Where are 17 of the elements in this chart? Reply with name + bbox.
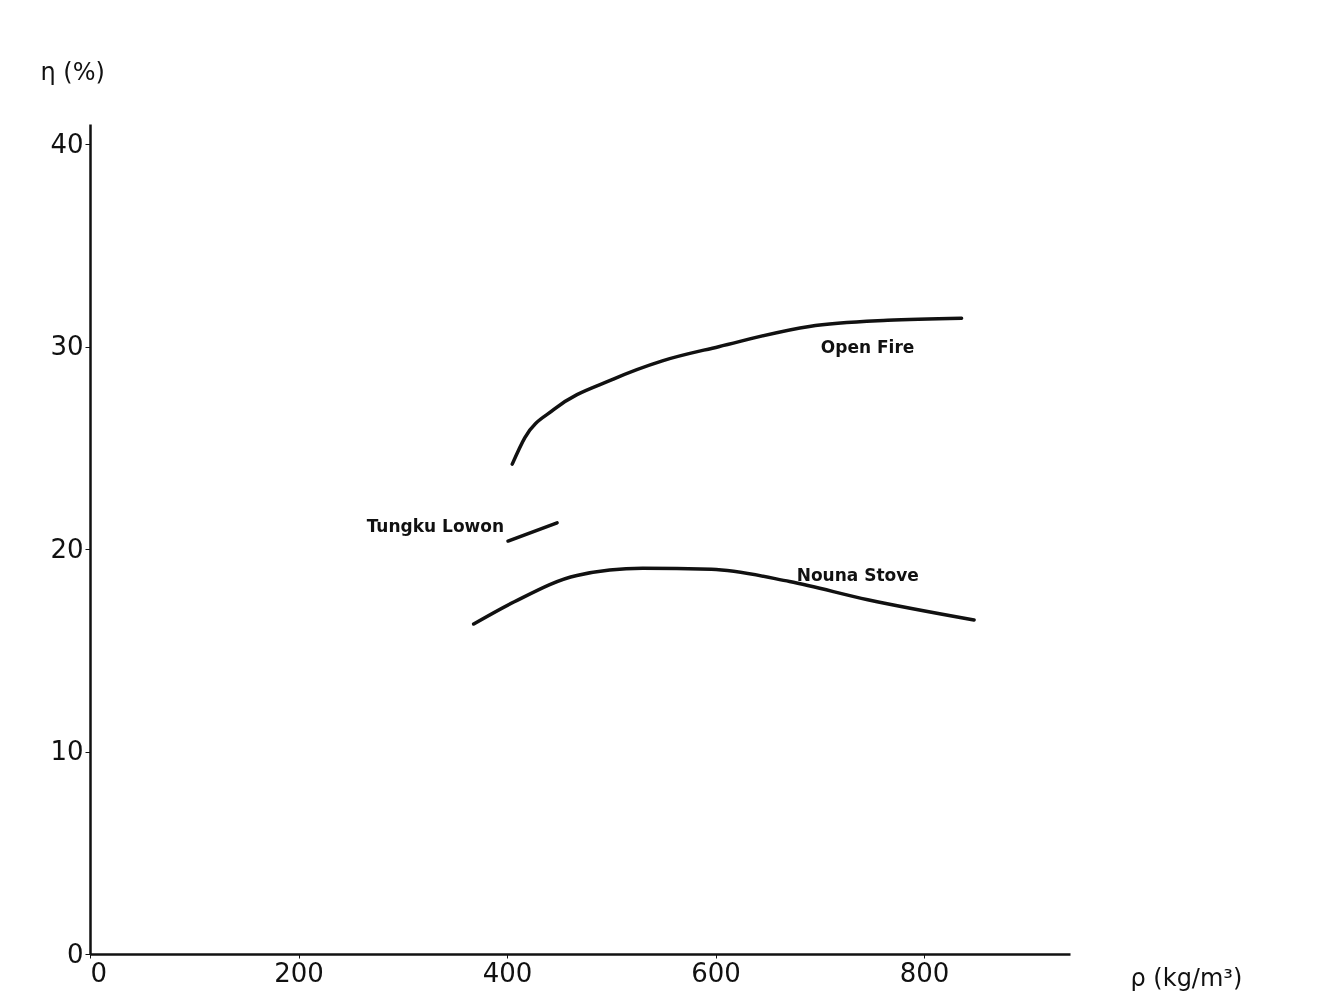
y-tick-label: 20	[50, 533, 84, 564]
x-tick-label: 600	[691, 957, 741, 988]
x-tick-label: 800	[899, 957, 950, 988]
y-tick-label: 30	[50, 331, 84, 362]
y-axis-title: η (%)	[40, 57, 105, 86]
y-tick-label: 40	[50, 128, 84, 159]
series-label: Nouna Stove	[796, 564, 919, 585]
x-tick-label: 0	[90, 957, 108, 988]
x-tick-label: 200	[274, 957, 324, 988]
line-series	[510, 316, 964, 466]
x-tick-label: 400	[482, 957, 533, 988]
line-series	[471, 566, 976, 626]
series-label: Open Fire	[820, 337, 915, 358]
x-axis-title: ρ (kg/m³)	[1130, 963, 1243, 992]
y-tick-label: 0	[66, 938, 84, 969]
series-label: Tungku Lowon	[366, 516, 505, 537]
y-tick-label: 10	[50, 736, 84, 767]
